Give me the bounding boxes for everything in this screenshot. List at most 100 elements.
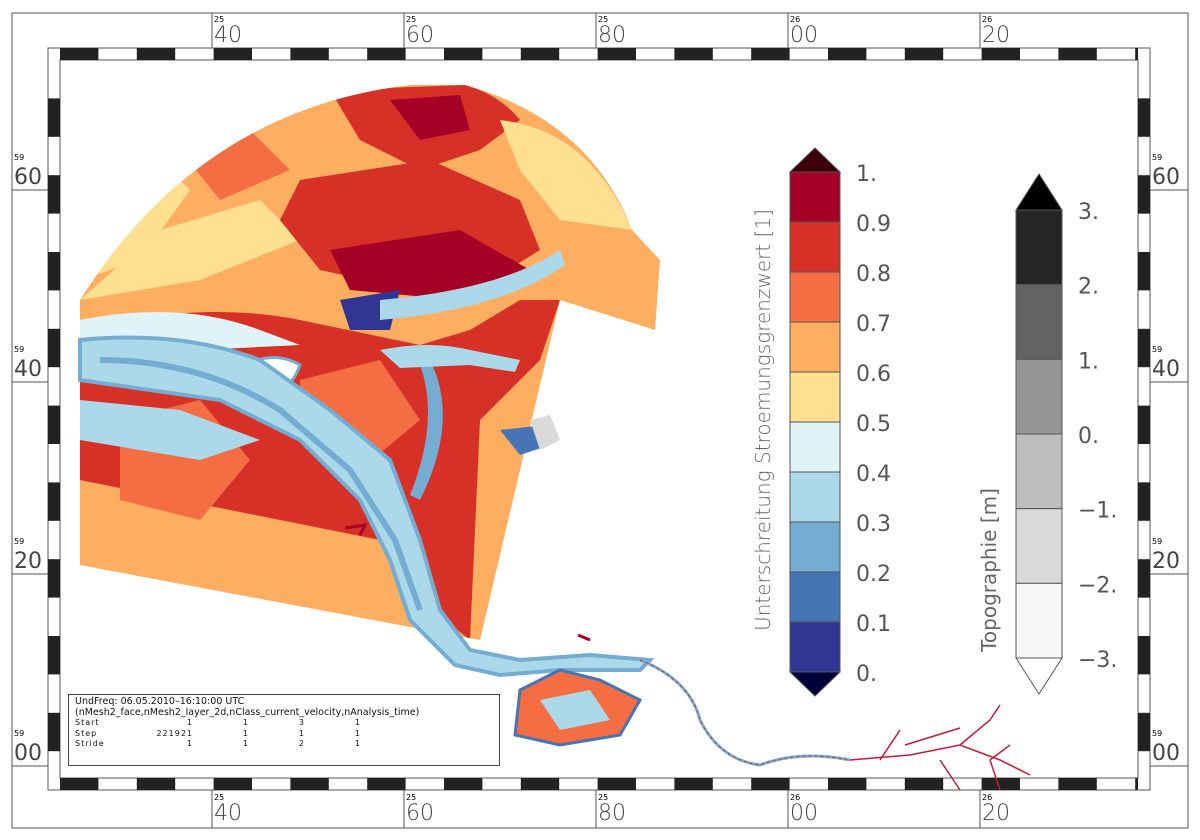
- info-row: Start 1 1 3 1: [75, 718, 493, 729]
- colorbar-tick-label: 0.6: [856, 362, 891, 387]
- stripe: [904, 778, 944, 790]
- y-tick-major: 59: [14, 153, 24, 162]
- colorbar-band: [1015, 433, 1063, 510]
- y-tick-major: 59: [14, 537, 24, 546]
- x-tick-label: 00: [790, 23, 818, 48]
- stripe: [48, 559, 60, 598]
- stripe: [520, 48, 560, 60]
- stripe: [981, 778, 1020, 790]
- stripe: [1058, 778, 1097, 790]
- stripe: [597, 778, 636, 790]
- info-row-label: Start: [75, 718, 100, 727]
- x-tick-label: 40: [214, 23, 242, 48]
- colorbar-band: [789, 271, 841, 323]
- stripe: [1138, 252, 1150, 291]
- colorbar-band: [1015, 209, 1063, 286]
- colorbar-band: [1015, 582, 1063, 659]
- info-row-value: 1: [298, 728, 305, 738]
- colorbar-tick-label: 0.: [1078, 424, 1099, 449]
- y-tick-label: 40: [14, 357, 42, 382]
- colorbar-tick-label: 1.: [1078, 349, 1099, 374]
- stripe: [751, 778, 790, 790]
- grid-labels: 2540254025602560258025802600260026202620…: [12, 13, 1188, 828]
- stripe: [1135, 48, 1138, 60]
- x-tick-major: 26: [982, 793, 992, 802]
- stripe: [290, 778, 329, 790]
- stripe: [828, 48, 867, 60]
- stripe: [136, 778, 176, 790]
- info-row-value: 1: [354, 739, 361, 748]
- stripe: [751, 48, 790, 60]
- colorbar-band: [1015, 284, 1063, 360]
- stripe: [1135, 778, 1138, 790]
- info-dimensions: (nMesh2_face,nMesh2_layer_2d,nClass_curr…: [75, 706, 420, 718]
- y-tick-label: 60: [1152, 165, 1180, 190]
- stripe: [48, 482, 60, 521]
- info-row-value: 1: [242, 728, 249, 738]
- stripe: [1138, 482, 1150, 521]
- stripe: [674, 778, 713, 790]
- colorbar-band: [789, 221, 841, 273]
- y-tick-label: 20: [1152, 549, 1180, 574]
- stripe: [1138, 636, 1150, 675]
- stripe: [60, 48, 99, 60]
- colorbar-tick-label: 0.5: [856, 412, 891, 437]
- y-tick-label: 20: [14, 549, 42, 574]
- info-row-value: 3: [298, 718, 305, 727]
- info-row-value: 1: [354, 718, 361, 727]
- colorbar-band: [789, 421, 841, 473]
- info-row-value: 1: [242, 739, 249, 748]
- stripe: [1138, 328, 1150, 368]
- x-tick-label: 60: [406, 23, 434, 48]
- x-tick-major: 25: [598, 15, 608, 24]
- info-row-value: 2: [298, 739, 305, 748]
- y-tick-major: 59: [1152, 345, 1162, 354]
- y-tick-label: 00: [14, 741, 42, 766]
- stripe: [828, 778, 867, 790]
- stripe: [60, 778, 99, 790]
- x-tick-label: 80: [598, 23, 626, 48]
- x-tick-major: 25: [406, 793, 416, 802]
- stripe: [48, 328, 60, 368]
- info-row: Step 221921 1 1 1: [75, 729, 493, 740]
- info-row-label: Stride: [75, 739, 105, 748]
- stripe: [597, 48, 636, 60]
- y-tick-label: 40: [1152, 357, 1180, 382]
- stripe: [1138, 559, 1150, 598]
- colorbar-band: [789, 171, 841, 223]
- x-tick-label: 00: [790, 801, 818, 826]
- x-tick-major: 26: [790, 793, 800, 802]
- colorbar-tick-label: 0.8: [856, 262, 891, 287]
- stripe: [1058, 48, 1097, 60]
- y-tick-label: 00: [1152, 741, 1180, 766]
- colorbar-band: [789, 521, 841, 573]
- info-row-value: 221921: [156, 728, 193, 738]
- colorbar-tick-label: 0.4: [856, 462, 891, 487]
- colorbar-tick-label: −2.: [1078, 573, 1117, 598]
- stripe: [48, 636, 60, 675]
- y-tick-label: 60: [14, 165, 42, 190]
- x-tick-label: 20: [982, 23, 1010, 48]
- colorbar-band: [1015, 508, 1063, 584]
- info-row: Stride 1 1 2 1: [75, 739, 493, 750]
- colorbar-topography: 3. 2. 1. 0. −1. −2. −3.: [1015, 173, 1117, 695]
- colorbar-tick-label: 0.9: [856, 212, 891, 237]
- stripe: [904, 48, 944, 60]
- stripe: [367, 48, 406, 60]
- y-tick-major: 59: [1152, 537, 1162, 546]
- colorbar-tick-label: −3.: [1078, 648, 1117, 673]
- stripe: [213, 778, 252, 790]
- y-tick-major: 59: [1152, 729, 1162, 738]
- colorbar-band: [789, 471, 841, 523]
- stripe: [48, 405, 60, 444]
- y-tick-major: 59: [14, 729, 24, 738]
- stripe: [1138, 405, 1150, 444]
- colorbar-tick-label: 0.7: [856, 312, 891, 337]
- x-tick-label: 40: [214, 801, 242, 826]
- x-tick-major: 25: [598, 793, 608, 802]
- stripe: [48, 252, 60, 291]
- x-tick-major: 26: [790, 15, 800, 24]
- y-tick-major: 59: [1152, 153, 1162, 162]
- stripe: [213, 48, 252, 60]
